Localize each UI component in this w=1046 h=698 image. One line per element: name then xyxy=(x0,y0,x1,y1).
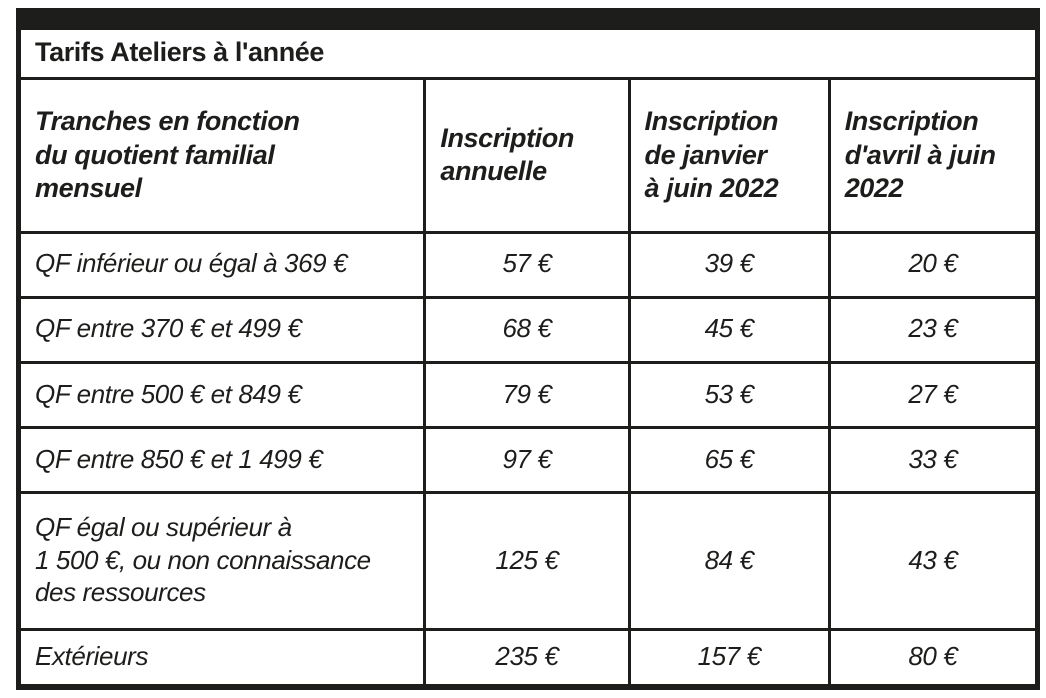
row-value-janvier-juin: 39 € xyxy=(627,230,831,299)
row-value-avril-juin: 23 € xyxy=(827,295,1040,364)
row-value-annuelle: 68 € xyxy=(423,295,631,364)
row-value-avril-juin: 33 € xyxy=(827,425,1040,495)
table-row: QF entre 850 € et 1 499 € 97 € 65 € 33 € xyxy=(16,425,1040,495)
row-label: QF entre 500 € et 849 € xyxy=(16,360,427,429)
table-row: Extérieurs 235 € 157 € 80 € xyxy=(16,627,1040,689)
table-title-row: Tarifs Ateliers à l'année xyxy=(17,17,1039,81)
row-value-avril-juin: 20 € xyxy=(827,230,1040,299)
table-row: QF égal ou supérieur à 1 500 €, ou non c… xyxy=(16,491,1040,631)
row-value-janvier-juin: 53 € xyxy=(627,360,831,429)
row-value-annuelle: 125 € xyxy=(423,491,631,631)
header-tranches-quotient-familial: Tranches en fonction du quotient familia… xyxy=(16,77,427,234)
header-inscription-janvier-juin: Inscription de janvier à juin 2022 xyxy=(627,77,831,234)
row-value-annuelle: 79 € xyxy=(423,360,631,429)
row-label: QF égal ou supérieur à 1 500 €, ou non c… xyxy=(16,491,427,631)
row-label: QF entre 850 € et 1 499 € xyxy=(16,425,427,495)
table-row: QF inférieur ou égal à 369 € 57 € 39 € 2… xyxy=(16,230,1040,299)
row-label: QF entre 370 € et 499 € xyxy=(16,295,427,364)
table-title: Tarifs Ateliers à l'année xyxy=(17,17,1039,81)
row-value-avril-juin: 43 € xyxy=(827,491,1040,631)
header-inscription-annuelle: Inscription annuelle xyxy=(423,77,631,234)
row-value-janvier-juin: 84 € xyxy=(627,491,831,631)
table-header-row: Tranches en fonction du quotient familia… xyxy=(16,77,1040,234)
row-value-janvier-juin: 157 € xyxy=(627,627,831,689)
header-inscription-avril-juin: Inscription d'avril à juin 2022 xyxy=(827,77,1040,234)
row-value-avril-juin: 80 € xyxy=(827,627,1040,689)
table-row: QF entre 370 € et 499 € 68 € 45 € 23 € xyxy=(16,295,1040,364)
row-value-annuelle: 57 € xyxy=(423,230,631,299)
row-value-janvier-juin: 45 € xyxy=(627,295,831,364)
row-value-avril-juin: 27 € xyxy=(827,360,1040,429)
row-value-janvier-juin: 65 € xyxy=(627,425,831,495)
row-label: QF inférieur ou égal à 369 € xyxy=(16,230,427,299)
row-value-annuelle: 235 € xyxy=(423,627,631,689)
row-value-annuelle: 97 € xyxy=(423,425,631,495)
row-label: Extérieurs xyxy=(16,627,427,689)
tariff-table: Tarifs Ateliers à l'année Tranches en fo… xyxy=(16,8,1040,690)
table-row: QF entre 500 € et 849 € 79 € 53 € 27 € xyxy=(16,360,1040,429)
